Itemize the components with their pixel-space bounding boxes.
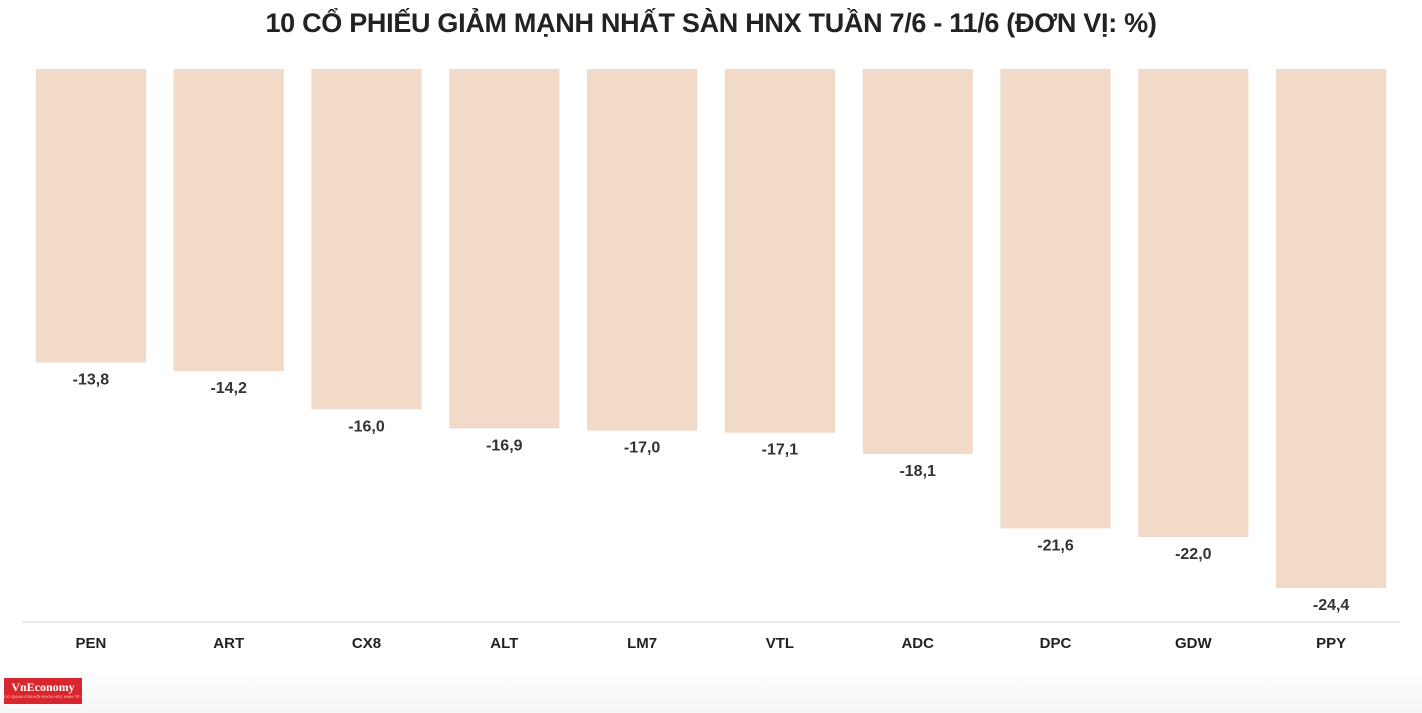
- bar-value-label: -21,6: [1037, 537, 1074, 554]
- bar-chart: -13,8 -14,2 -16,0 -16,9 -17,0 -17,1 -18,1 -21,6…: [22, 69, 1400, 652]
- bar-art: [173, 69, 284, 371]
- bar-value-label: -18,1: [899, 463, 936, 480]
- x-tick-label: ART: [213, 635, 244, 652]
- x-tick-label: ALT: [490, 635, 518, 652]
- bar-cx8: [311, 69, 422, 410]
- footer-band: [0, 668, 1422, 713]
- x-tick-label: VTL: [766, 635, 794, 652]
- bar-lm7: [587, 69, 698, 431]
- bar-value-label: -13,8: [73, 372, 110, 389]
- bar-value-label: -22,0: [1175, 546, 1212, 563]
- bar-adc: [862, 69, 973, 454]
- x-tick-label: PPY: [1316, 635, 1346, 652]
- x-tick-label: ADC: [901, 635, 934, 652]
- bar-pen: [35, 69, 146, 363]
- bar-value-label: -16,0: [348, 418, 385, 435]
- bar-gdw: [1138, 69, 1249, 537]
- bar-alt: [449, 69, 560, 429]
- bar-value-label: -24,4: [1313, 597, 1350, 614]
- x-tick-label: LM7: [627, 635, 657, 652]
- bar-value-label: -17,0: [624, 440, 661, 457]
- bar-vtl: [724, 69, 835, 433]
- x-tick-labels: PEN ART CX8 ALT LM7 VTL ADC DPC GDW PPY: [75, 635, 1346, 652]
- bars-group: -13,8 -14,2 -16,0 -16,9 -17,0 -17,1 -18,1 -21,6…: [35, 69, 1387, 614]
- bar-value-label: -17,1: [762, 442, 799, 459]
- vneconomy-logo: VnEconomy CƠ QUAN CỦA HỘI KHOA HỌC KINH …: [4, 678, 82, 704]
- bar-ppy: [1276, 69, 1387, 588]
- x-tick-label: CX8: [352, 635, 381, 652]
- bar-value-label: -14,2: [210, 380, 247, 397]
- logo-tagline: CƠ QUAN CỦA HỘI KHOA HỌC KINH TẾ VIỆT NA…: [4, 694, 82, 699]
- x-tick-label: DPC: [1040, 635, 1072, 652]
- bar-dpc: [1000, 69, 1111, 529]
- bar-value-label: -16,9: [486, 438, 523, 455]
- x-tick-label: GDW: [1175, 635, 1213, 652]
- chart-title: 10 CỔ PHIẾU GIẢM MẠNH NHẤT SÀN HNX TUẦN …: [265, 8, 1157, 38]
- x-tick-label: PEN: [75, 635, 106, 652]
- logo-name: VnEconomy: [11, 680, 75, 694]
